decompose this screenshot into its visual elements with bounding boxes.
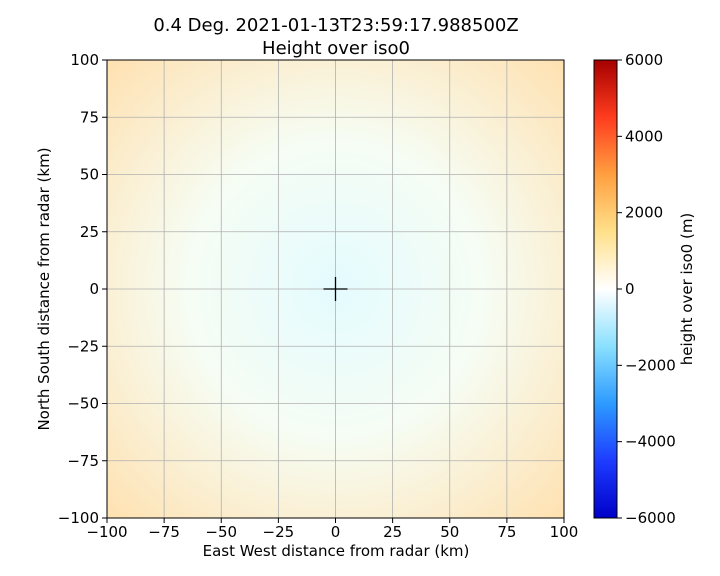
colorbar-tick-label: 0 (625, 280, 635, 298)
radar-center-marker (323, 277, 348, 301)
colorbar-tick-label: −6000 (625, 509, 676, 527)
x-tick-label: −100 (86, 523, 127, 541)
x-axis-ticks: −100 −75 −50 −25 0 25 50 75 100 (86, 518, 578, 541)
x-tick-label: 75 (497, 523, 516, 541)
y-tick-label: 50 (80, 166, 99, 184)
colorbar-ticks: 6000 4000 2000 0 −2000 −4000 −6000 (617, 51, 676, 527)
x-tick-label: −50 (205, 523, 237, 541)
x-tick-label: −25 (263, 523, 295, 541)
y-tick-label: −100 (58, 509, 99, 527)
x-tick-label: 50 (440, 523, 459, 541)
y-tick-label: 25 (80, 223, 99, 241)
x-tick-label: 0 (331, 523, 341, 541)
colorbar-tick-label: 4000 (625, 127, 663, 145)
y-tick-label: −25 (67, 337, 99, 355)
colorbar-label: height over iso0 (m) (678, 213, 696, 366)
x-tick-label: 25 (383, 523, 402, 541)
x-tick-label: 100 (550, 523, 579, 541)
y-tick-label: −50 (67, 395, 99, 413)
x-tick-label: −75 (148, 523, 180, 541)
colorbar (593, 59, 618, 519)
y-tick-label: 100 (70, 51, 99, 69)
chart-title-line2: Height over iso0 (262, 38, 410, 59)
x-axis-label: East West distance from radar (km) (203, 542, 470, 560)
colorbar-tick-label: −4000 (625, 433, 676, 451)
y-tick-label: 0 (89, 280, 99, 298)
colorbar-tick-label: −2000 (625, 356, 676, 374)
y-axis-label: North South distance from radar (km) (35, 147, 53, 430)
colorbar-tick-label: 6000 (625, 51, 663, 69)
y-tick-label: −75 (67, 452, 99, 470)
chart-title-line1: 0.4 Deg. 2021-01-13T23:59:17.988500Z (153, 15, 518, 36)
y-axis-ticks: −100 −75 −50 −25 0 25 50 75 100 (58, 51, 107, 527)
colorbar-tick-label: 2000 (625, 204, 663, 222)
y-tick-label: 75 (80, 108, 99, 126)
